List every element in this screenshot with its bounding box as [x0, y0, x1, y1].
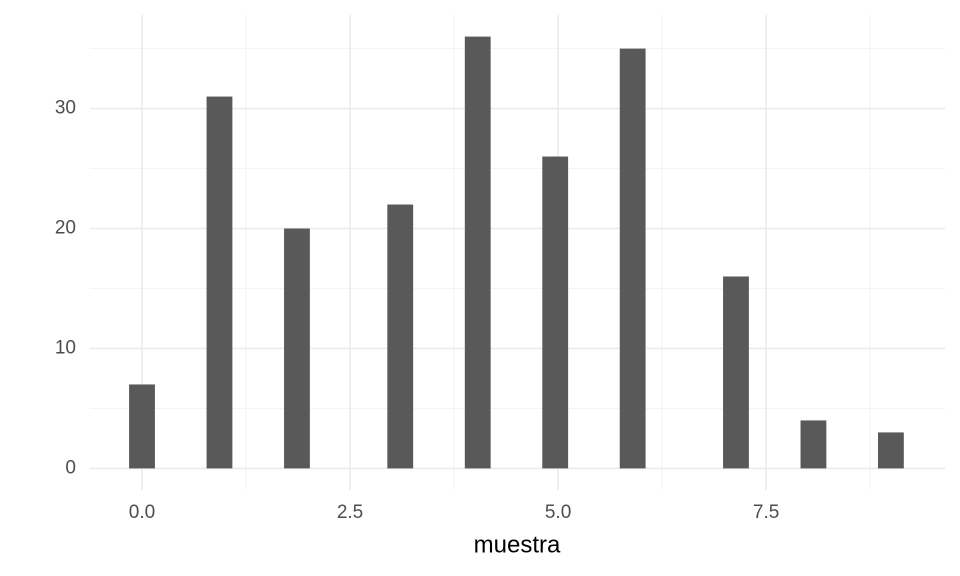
bar: [387, 204, 414, 469]
bar: [284, 228, 310, 469]
bar: [206, 96, 233, 469]
y-tick-label: 10: [55, 337, 76, 358]
x-tick-label: 2.5: [337, 502, 363, 523]
bar: [619, 48, 646, 469]
y-tick-label: 0: [65, 457, 76, 478]
x-tick-label: 7.5: [753, 502, 779, 523]
bar: [877, 432, 904, 469]
x-axis-title: muestra: [474, 531, 561, 558]
y-tick-label: 20: [55, 218, 76, 239]
bar: [129, 384, 155, 469]
y-tick-label: 30: [55, 98, 76, 119]
bar: [464, 36, 491, 469]
x-tick-label: 0.0: [129, 502, 155, 523]
bar: [800, 420, 827, 469]
bar: [723, 276, 749, 469]
bar: [542, 156, 569, 469]
x-tick-label: 5.0: [545, 502, 571, 523]
